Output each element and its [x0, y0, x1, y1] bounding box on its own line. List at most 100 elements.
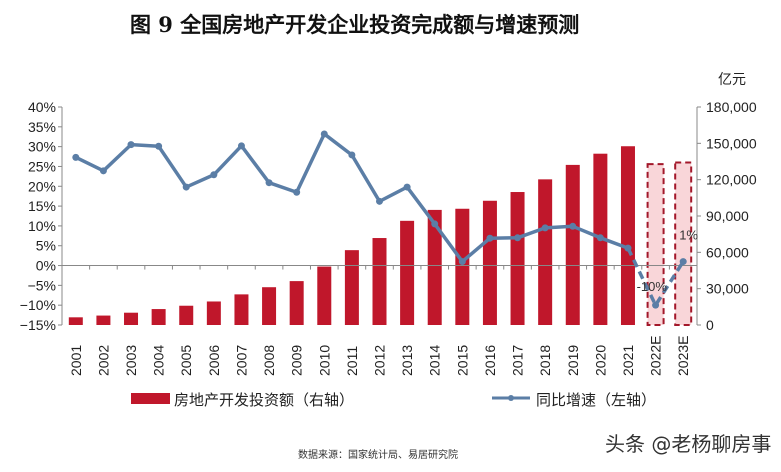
growth-point-2012	[376, 197, 383, 205]
growth-point-2017	[514, 234, 522, 242]
x-tick-label: 2007	[233, 345, 249, 376]
growth-line-forecast	[626, 247, 685, 309]
growth-point-2006	[210, 171, 218, 179]
bar-2017	[510, 192, 525, 325]
growth-point-2013	[403, 183, 411, 191]
growth-point-2008	[265, 179, 273, 187]
growth-point-2016	[486, 234, 494, 242]
bar-2012	[372, 238, 387, 325]
forecast-bar-2023E	[674, 161, 693, 326]
left-tick-label: −5%	[28, 277, 56, 293]
growth-point-2021	[624, 244, 632, 252]
x-tick-label: 2014	[427, 345, 443, 376]
x-tick-label: 2023E	[675, 336, 691, 376]
data-label-2023E: 1%	[679, 228, 698, 243]
x-tick-label: 2011	[344, 346, 360, 376]
bar-2001	[68, 317, 83, 325]
x-tick-label: 2004	[151, 345, 167, 376]
growth-point-2009	[293, 188, 301, 196]
bar-2009	[289, 281, 304, 325]
bar-2007	[234, 294, 249, 325]
right-tick-label: 180,000	[706, 99, 757, 115]
growth-point-2019	[569, 222, 577, 230]
growth-point-2001	[72, 153, 80, 161]
left-tick-label: 0%	[36, 258, 56, 274]
growth-point-2002	[99, 167, 107, 175]
x-tick-label: 2012	[372, 345, 388, 376]
growth-point-2015	[458, 258, 466, 266]
bar-2006	[206, 301, 221, 325]
x-tick-label: 2001	[68, 345, 84, 376]
bar-2016	[482, 200, 497, 325]
chart-title: 图 9 全国房地产开发企业投资完成额与增速预测	[130, 12, 579, 37]
bar-2002	[96, 315, 111, 325]
left-tick-label: 10%	[28, 218, 56, 234]
legend-line-label: 同比增速（左轴）	[536, 391, 656, 409]
data-source: 数据来源：国家统计局、易居研究院	[298, 448, 458, 461]
bar-2021	[620, 146, 635, 325]
x-tick-label: 2005	[178, 345, 194, 376]
right-tick-label: 60,000	[706, 244, 749, 260]
left-tick-label: 30%	[28, 139, 56, 155]
bar-2004	[151, 309, 166, 325]
forecast-bar-2022E	[646, 163, 665, 326]
bar-2010	[317, 266, 332, 325]
bar-2008	[262, 287, 277, 325]
x-tick-label: 2017	[510, 345, 526, 376]
left-tick-label: 15%	[28, 198, 56, 214]
x-tick-label: 2018	[537, 345, 553, 376]
left-tick-label: 5%	[36, 238, 56, 254]
bar-2014	[427, 209, 442, 325]
legend: 房地产开发投资额（右轴） 同比增速（左轴）	[131, 391, 656, 409]
right-tick-label: 90,000	[706, 208, 749, 224]
growth-point-2020	[596, 234, 604, 242]
x-tick-label: 2016	[482, 345, 498, 376]
watermark: 头条 @老杨聊房事	[605, 432, 771, 456]
x-tick-label: 2010	[316, 345, 332, 376]
data-label-2022E: -10%	[637, 279, 668, 294]
right-tick-label: 0	[706, 317, 714, 333]
growth-point-2018	[541, 224, 549, 232]
x-tick-label: 2009	[289, 345, 305, 376]
growth-point-2004	[155, 142, 163, 150]
growth-point-2003	[127, 141, 135, 149]
x-tick-label: 2022E	[648, 336, 664, 376]
right-axis-unit: 亿元	[718, 71, 746, 87]
growth-point-2005	[182, 183, 190, 191]
right-tick-label: 30,000	[706, 281, 749, 297]
bar-2003	[124, 312, 139, 325]
bar-2018	[538, 179, 553, 325]
left-tick-label: −15%	[20, 317, 56, 333]
left-tick-label: 20%	[28, 178, 56, 194]
x-tick-label: 2015	[454, 345, 470, 376]
bar-2019	[565, 164, 580, 325]
growth-point-2007	[237, 142, 245, 150]
legend-line-marker	[508, 395, 514, 401]
x-tick-label: 2006	[206, 345, 222, 376]
left-tick-label: 35%	[28, 119, 56, 135]
growth-point-2010	[320, 130, 328, 138]
bar-2011	[344, 250, 359, 325]
growth-point-2014	[431, 220, 439, 228]
legend-bar-label: 房地产开发投资额（右轴）	[174, 391, 354, 409]
x-tick-label: 2002	[95, 345, 111, 376]
x-tick-label: 2020	[592, 345, 608, 376]
bar-2013	[400, 220, 415, 325]
x-tick-label: 2008	[261, 345, 277, 376]
legend-bar-swatch	[131, 393, 170, 404]
growth-point-2011	[348, 151, 356, 159]
x-tick-label: 2013	[399, 345, 415, 376]
right-tick-label: 120,000	[706, 172, 757, 188]
right-tick-label: 150,000	[706, 135, 757, 151]
bar-2005	[179, 305, 194, 325]
x-tick-label: 2019	[565, 345, 581, 376]
left-tick-label: 40%	[28, 99, 56, 115]
left-tick-label: 25%	[28, 158, 56, 174]
bar-2015	[455, 208, 470, 325]
x-tick-label: 2003	[123, 345, 139, 376]
growth-point-2022E	[652, 301, 660, 309]
left-tick-label: −10%	[20, 297, 56, 313]
x-tick-label: 2021	[620, 345, 636, 376]
growth-point-2023E	[679, 258, 687, 266]
